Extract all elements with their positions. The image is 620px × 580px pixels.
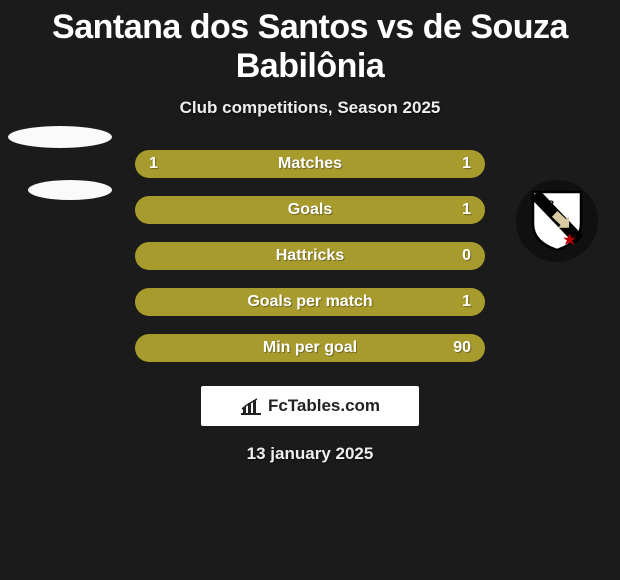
stat-row-goals: Goals 1 [135, 196, 485, 224]
stat-row-goals-per-match: Goals per match 1 [135, 288, 485, 316]
stat-label: Matches [278, 155, 342, 173]
stat-left-value: 1 [149, 155, 158, 173]
stat-label: Min per goal [263, 339, 357, 357]
stat-row-min-per-goal: Min per goal 90 [135, 334, 485, 362]
comparison-card: Santana dos Santos vs de Souza Babilônia… [0, 0, 620, 580]
stat-row-matches: 1 Matches 1 [135, 150, 485, 178]
svg-text:CR: CR [541, 199, 554, 209]
stat-right-value: 1 [462, 293, 471, 311]
player-indicator-left-1 [8, 126, 112, 148]
page-subtitle: Club competitions, Season 2025 [0, 98, 620, 118]
brand-text: FcTables.com [268, 396, 380, 416]
club-badge: CR [516, 180, 598, 262]
brand-badge: FcTables.com [201, 386, 419, 426]
stat-label: Hattricks [276, 247, 344, 265]
stat-right-value: 0 [462, 247, 471, 265]
generated-date: 13 january 2025 [0, 444, 620, 464]
stat-label: Goals per match [247, 293, 372, 311]
bar-chart-icon [240, 397, 262, 415]
stat-row-hattricks: Hattricks 0 [135, 242, 485, 270]
stat-right-value: 1 [462, 201, 471, 219]
stat-right-value: 90 [453, 339, 471, 357]
page-title: Santana dos Santos vs de Souza Babilônia [0, 0, 620, 86]
player-indicator-left-2 [28, 180, 112, 200]
stat-right-value: 1 [462, 155, 471, 173]
stat-label: Goals [288, 201, 332, 219]
vasco-crest-icon: CR [529, 190, 585, 252]
